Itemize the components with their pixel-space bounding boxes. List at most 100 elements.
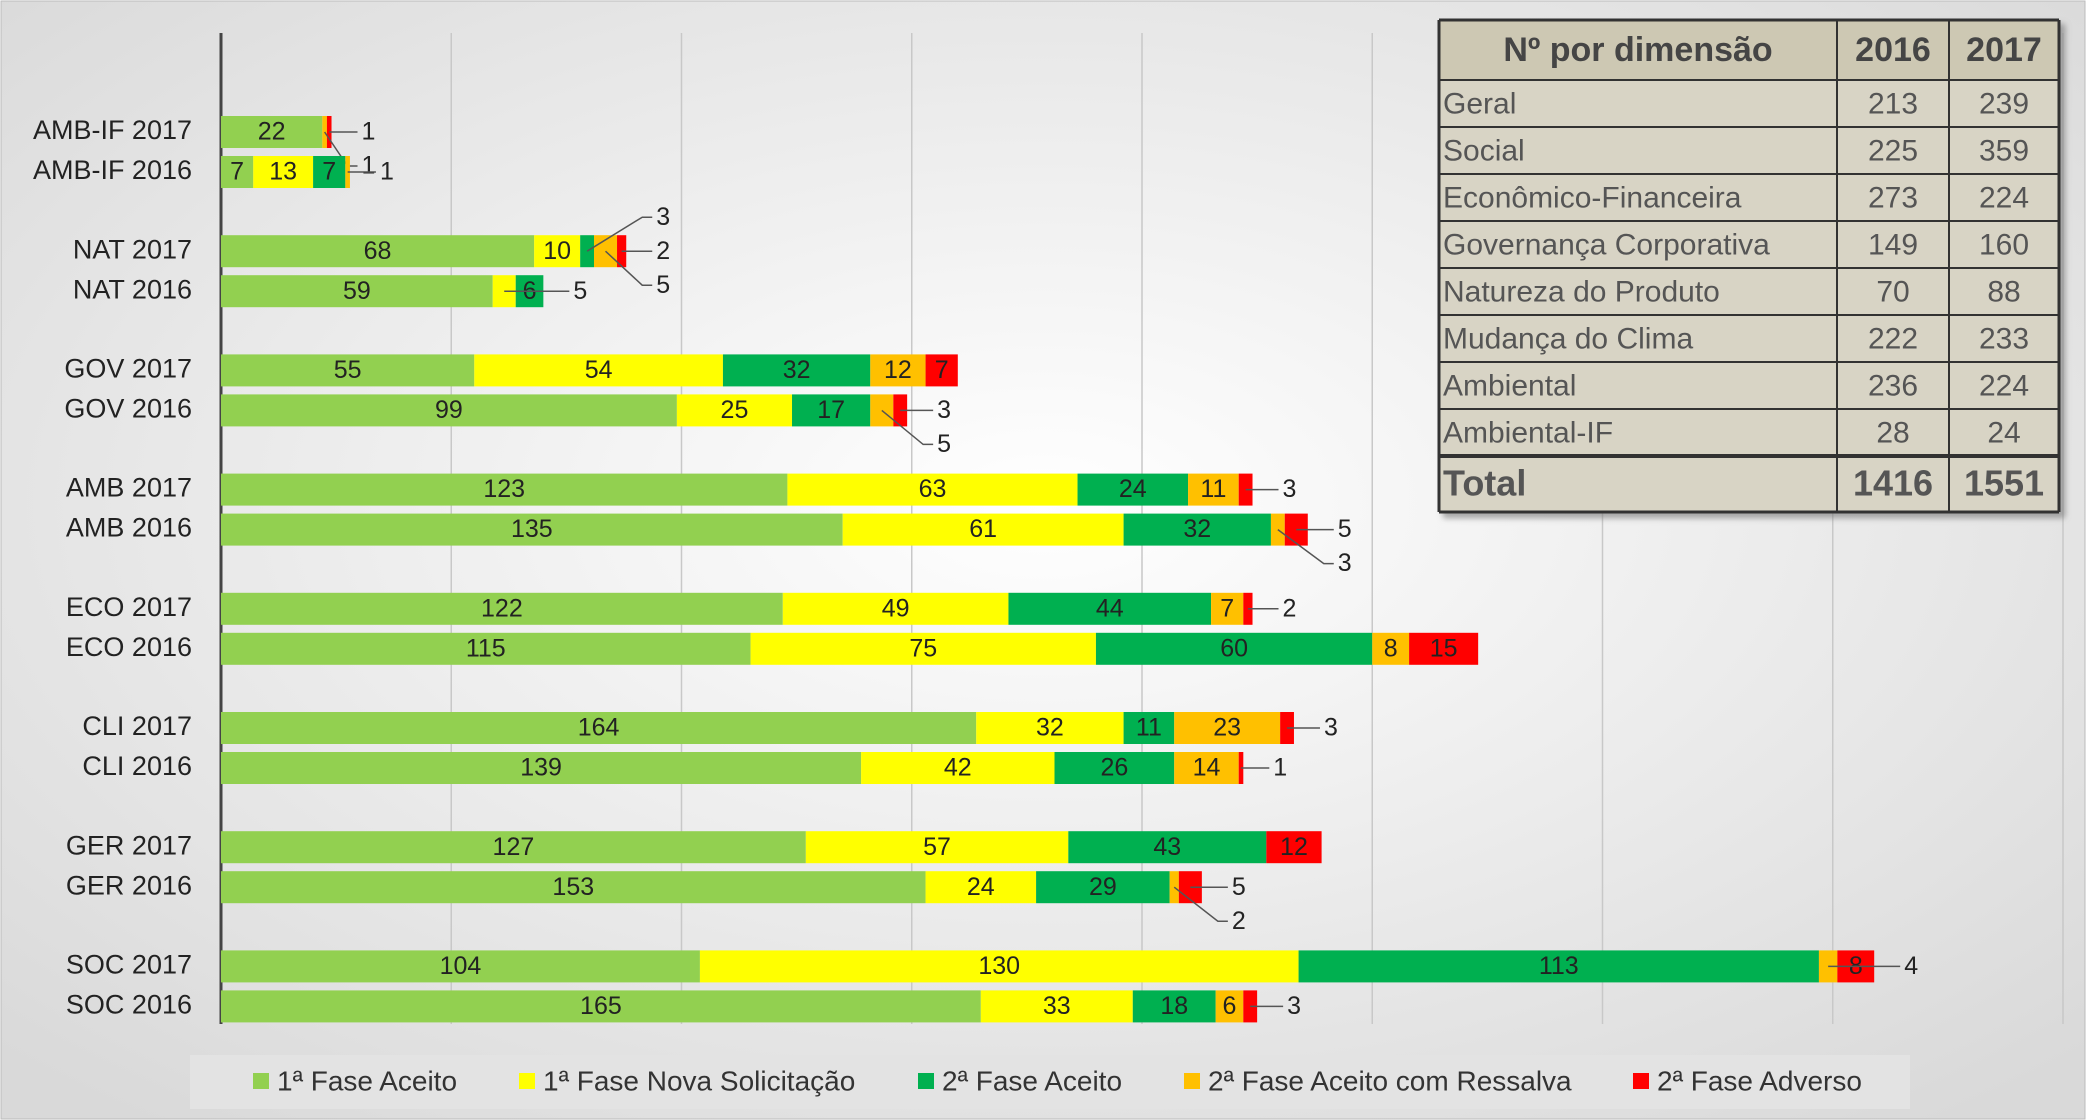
category-label: SOC 2017 [66,950,192,980]
table-cell: Natureza do Produto [1443,275,1720,308]
bar-segment [1077,473,1189,506]
data-label: 18 [1160,992,1188,1020]
category-label: NAT 2017 [73,234,192,264]
category-label: AMB 2016 [66,513,192,543]
table-cell: 213 [1868,87,1918,120]
table-cell: 239 [1979,87,2029,120]
leader-line [881,409,934,446]
bar-segment [1174,752,1239,784]
data-label: 139 [520,754,562,782]
data-label: 127 [493,833,535,861]
bar-segment [1054,752,1175,784]
category-label: AMB-IF 2016 [33,155,192,185]
data-label: 59 [343,277,371,305]
bar-segment [805,831,1069,864]
category-label: CLI 2016 [82,751,192,781]
bar-segment [221,394,677,427]
bar-segment [1298,950,1819,983]
table-cell: Econômico-Financeira [1443,181,1742,214]
data-label: 63 [919,475,947,503]
data-label: 1 [362,118,376,146]
bar-segment [221,712,977,744]
data-label: 22 [258,118,286,146]
data-label: 123 [483,475,525,503]
data-label: 43 [1153,833,1181,861]
table-cell: 1416 [1853,463,1933,504]
table-cell: Ambiental-IF [1443,416,1613,449]
bar-segment [221,275,493,308]
data-label: 60 [1220,634,1248,662]
bar-segment [221,473,788,506]
table-cell: 233 [1979,322,2029,355]
bar-segment [1008,592,1212,625]
data-label: 75 [909,634,937,662]
bar-segment [782,592,1009,625]
table-cell: 273 [1868,181,1918,214]
data-label: 11 [1200,475,1226,503]
data-label: 8 [1384,634,1398,662]
table-header-bg [1439,20,2059,80]
legend-swatch [1184,1073,1200,1089]
data-label: 42 [944,754,972,782]
bar-segment [221,831,806,864]
legend-swatch [519,1073,535,1089]
data-label: 3 [1287,992,1301,1020]
data-label: 165 [580,992,622,1020]
data-label: 26 [1100,754,1128,782]
bar-segment [253,156,314,188]
legend-swatch [918,1073,934,1089]
category-label: AMB 2017 [66,473,192,503]
data-label: 3 [1283,475,1297,503]
data-label: 25 [721,396,749,424]
data-label: 55 [334,356,362,384]
bar-segment [722,354,871,387]
table-cell: 224 [1979,369,2029,402]
data-label: 10 [543,237,571,265]
bar-segment [980,990,1133,1023]
data-label: 122 [481,594,523,622]
data-label: 49 [882,594,910,622]
bar-segment [1095,632,1373,665]
category-label: GER 2017 [66,830,192,860]
table-cell: Nº por dimensão [1503,31,1772,69]
bar-segment [1132,990,1216,1023]
data-label: 32 [1036,714,1064,742]
bar-segment [1215,990,1244,1023]
legend-label: 2ª Fase Adverso [1657,1065,1862,1096]
data-label: 2 [1232,907,1246,935]
bar-segment [861,752,1055,784]
data-label: 3 [1324,714,1338,742]
bar-segment [534,235,581,268]
data-label: 1 [362,152,376,180]
bar-segment [1372,632,1410,665]
data-label: 164 [578,714,620,742]
bar-segment [221,871,926,904]
bar-segment [221,354,475,387]
table-cell: Ambiental [1443,369,1576,402]
legend-label: 2ª Fase Aceito [942,1065,1122,1096]
table-cell: 359 [1979,134,2029,167]
bar-segment [1123,513,1271,546]
data-label: 68 [364,237,392,265]
data-label: 4 [1904,952,1918,980]
table-cell: 236 [1868,369,1918,402]
data-label: 12 [1280,833,1308,861]
legend-swatch [253,1073,269,1089]
leader-line [605,250,653,286]
category-label: NAT 2016 [73,274,192,304]
category-label: GOV 2017 [64,354,192,384]
category-label: GOV 2016 [64,394,192,424]
data-label: 7 [322,158,336,186]
bar-segment [221,592,783,625]
bar-segment [221,632,751,665]
category-label: ECO 2016 [66,632,192,662]
legend-label: 1ª Fase Aceito [277,1065,457,1096]
data-label: 1 [380,158,394,186]
data-label: 23 [1213,714,1241,742]
leader-line [1277,528,1334,565]
legend-label: 1ª Fase Nova Solicitação [543,1065,855,1096]
data-label: 61 [969,515,997,543]
bar-segment [221,752,862,784]
data-label: 3 [656,203,670,231]
data-label: 29 [1089,873,1117,901]
